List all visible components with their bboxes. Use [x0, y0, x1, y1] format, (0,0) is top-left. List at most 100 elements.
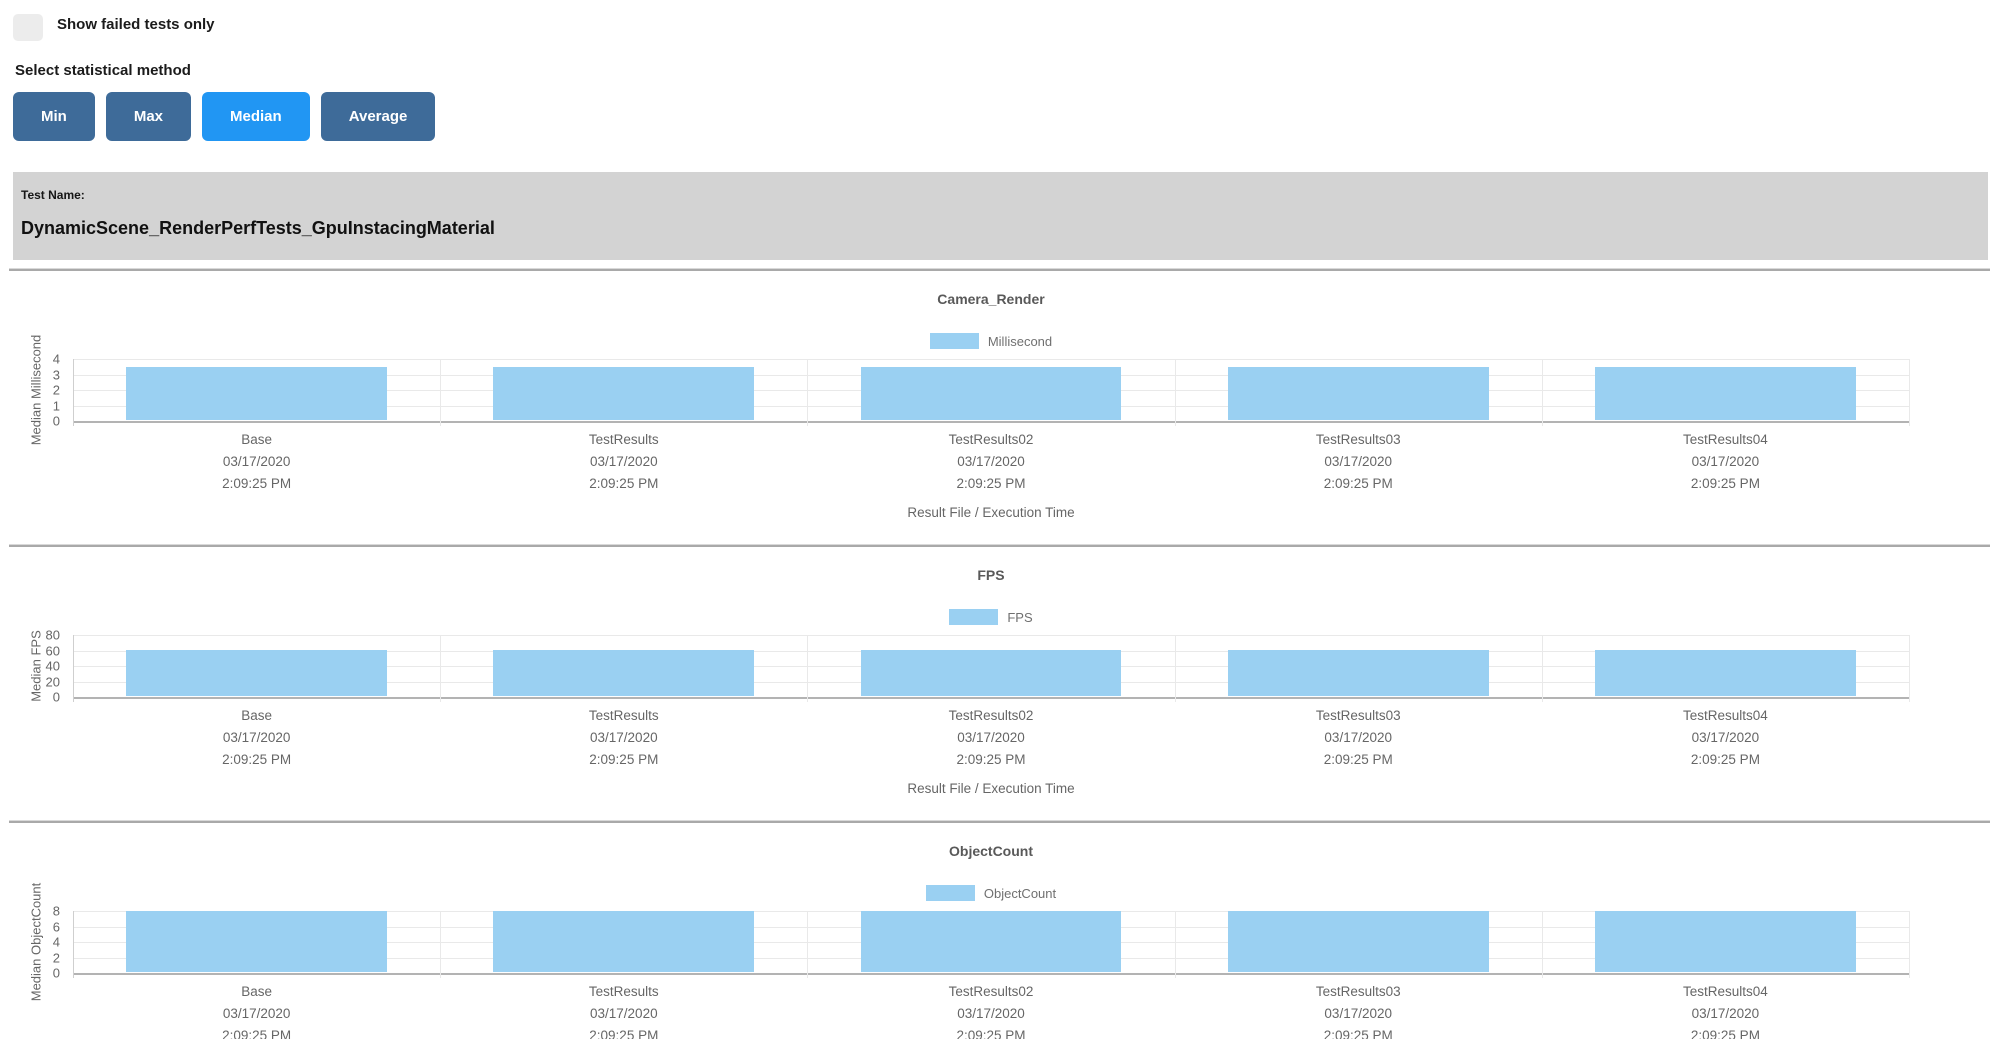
chart-objectcount: ObjectCount ObjectCount Median ObjectCount… — [0, 823, 1999, 1039]
vertical-gridline — [1541, 911, 1543, 978]
legend-item-camera-render[interactable]: Millisecond — [73, 333, 1909, 349]
x-label-name: TestResults — [588, 984, 659, 999]
x-label-time: 2:09:25 PM — [589, 1028, 659, 1039]
test-name-value: DynamicScene_RenderPerfTests_GpuInstacin… — [21, 218, 495, 238]
x-axis-title: Result File / Execution Time — [907, 505, 1075, 520]
x-label-time: 2:09:25 PM — [956, 1028, 1026, 1039]
x-label-name: TestResults02 — [948, 984, 1034, 999]
y-tick-label: 60 — [45, 643, 60, 658]
x-label-name: TestResults04 — [1683, 984, 1768, 999]
bar-testresults03 — [1227, 367, 1489, 420]
show-failed-tests-checkbox[interactable] — [13, 14, 43, 41]
y-axis-ticks: 0 20 40 60 80 — [0, 628, 66, 705]
chart-title: FPS — [977, 567, 1005, 583]
x-label-name: TestResults03 — [1315, 708, 1401, 723]
show-failed-tests-row: Show failed tests only — [13, 14, 1999, 41]
y-tick-label: 2 — [52, 382, 60, 398]
bar-base — [126, 650, 387, 696]
y-tick-label: 3 — [52, 367, 60, 382]
bar-testresults03 — [1227, 650, 1489, 696]
x-label-time: 2:09:25 PM — [956, 752, 1026, 767]
bar-testresults04 — [1595, 910, 1856, 972]
legend-swatch — [925, 885, 975, 901]
y-tick-label: 40 — [45, 658, 60, 674]
x-label-time: 2:09:25 PM — [222, 476, 292, 491]
y-tick-label: 4 — [52, 934, 60, 950]
section-divider — [9, 268, 1990, 271]
y-tick-label: 80 — [45, 627, 60, 643]
plot-grid — [73, 635, 1910, 702]
x-label-date: 03/17/2020 — [222, 454, 291, 469]
x-label-date: 03/17/2020 — [957, 1006, 1025, 1021]
stat-button-median[interactable]: Median — [202, 92, 310, 141]
x-label-time: 2:09:25 PM — [1690, 476, 1760, 491]
x-label-time: 2:09:25 PM — [1323, 1028, 1393, 1039]
x-label-time: 2:09:25 PM — [222, 752, 292, 767]
vertical-gridline — [1174, 635, 1176, 702]
stat-button-min[interactable]: Min — [13, 92, 95, 141]
plot-area: Median FPS 0 20 40 60 80 — [0, 628, 1999, 705]
stat-button-average[interactable]: Average — [320, 92, 436, 141]
x-category-label: TestResults02 03/17/2020 2:09:25 PM — [807, 429, 1174, 495]
vertical-gridline — [807, 911, 809, 978]
x-label-time: 2:09:25 PM — [1323, 752, 1393, 767]
y-axis-line — [73, 635, 74, 702]
plot-grid — [73, 910, 1910, 978]
x-label-name: TestResults — [588, 708, 659, 723]
x-axis-line — [73, 697, 1909, 699]
x-category-label: Base 03/17/2020 2:09:25 PM — [73, 705, 440, 771]
x-category-label: TestResults03 03/17/2020 2:09:25 PM — [1175, 981, 1542, 1039]
x-category-label: TestResults02 03/17/2020 2:09:25 PM — [807, 705, 1174, 771]
bar-testresults03 — [1227, 910, 1489, 972]
test-name-header: Test Name: DynamicScene_RenderPerfTests_… — [13, 172, 1988, 260]
x-label-date: 03/17/2020 — [590, 730, 658, 745]
y-axis-line — [73, 911, 74, 978]
horizontal-gridline — [73, 635, 1909, 636]
x-label-time: 2:09:25 PM — [956, 476, 1026, 491]
bar-base — [126, 367, 387, 420]
y-tick-label: 2 — [52, 950, 60, 965]
stat-button-max[interactable]: Max — [105, 92, 192, 141]
x-label-time: 2:09:25 PM — [222, 1028, 292, 1039]
x-label-name: Base — [241, 708, 272, 723]
x-label-date: 03/17/2020 — [957, 454, 1025, 469]
plot-area: Median ObjectCount 0 2 4 6 8 — [0, 883, 1999, 1001]
legend-item-objectcount[interactable]: ObjectCount — [73, 885, 1909, 901]
x-label-name: Base — [241, 984, 272, 999]
x-label-name: TestResults02 — [948, 432, 1034, 447]
x-category-label: TestResults04 03/17/2020 2:09:25 PM — [1542, 705, 1909, 771]
vertical-gridline — [1909, 635, 1910, 702]
vertical-gridline — [440, 635, 442, 702]
plot-area: Median Millisecond 0 1 2 3 4 — [0, 335, 1999, 445]
controls-panel: Show failed tests only Select statistica… — [0, 0, 1999, 141]
y-tick-label: 20 — [45, 674, 60, 689]
x-label-date: 03/17/2020 — [590, 1006, 658, 1021]
section-divider — [9, 544, 1990, 547]
statistical-method-buttons: Min Max Median Average — [13, 92, 1999, 141]
x-label-date: 03/17/2020 — [1324, 730, 1392, 745]
x-label-name: TestResults — [588, 432, 659, 447]
bar-testresults04 — [1595, 367, 1856, 420]
x-label-name: TestResults02 — [948, 708, 1034, 723]
y-tick-label: 4 — [52, 351, 60, 367]
legend-swatch — [929, 333, 979, 349]
vertical-gridline — [807, 635, 809, 702]
plot-grid — [73, 359, 1910, 426]
legend-item-fps[interactable]: FPS — [73, 609, 1909, 625]
x-label-name: TestResults03 — [1315, 984, 1401, 999]
x-label-date: 03/17/2020 — [590, 454, 658, 469]
x-category-label: TestResults04 03/17/2020 2:09:25 PM — [1542, 981, 1909, 1039]
chart-title: ObjectCount — [949, 843, 1033, 859]
vertical-gridline — [440, 911, 442, 978]
x-axis-labels: Base 03/17/2020 2:09:25 PM TestResults 03/17… — [73, 981, 1909, 1039]
show-failed-tests-label: Show failed tests only — [57, 16, 215, 33]
chart-camera-render: Camera_Render Millisecond Median Milliseco… — [0, 271, 1999, 536]
x-label-date: 03/17/2020 — [1691, 1006, 1760, 1021]
statistical-method-label: Select statistical method — [15, 62, 191, 79]
x-category-label: TestResults02 03/17/2020 2:09:25 PM — [807, 981, 1174, 1039]
y-tick-label: 8 — [52, 903, 60, 919]
bar-base — [126, 910, 387, 972]
section-divider — [9, 820, 1990, 823]
x-label-time: 2:09:25 PM — [1690, 752, 1760, 767]
